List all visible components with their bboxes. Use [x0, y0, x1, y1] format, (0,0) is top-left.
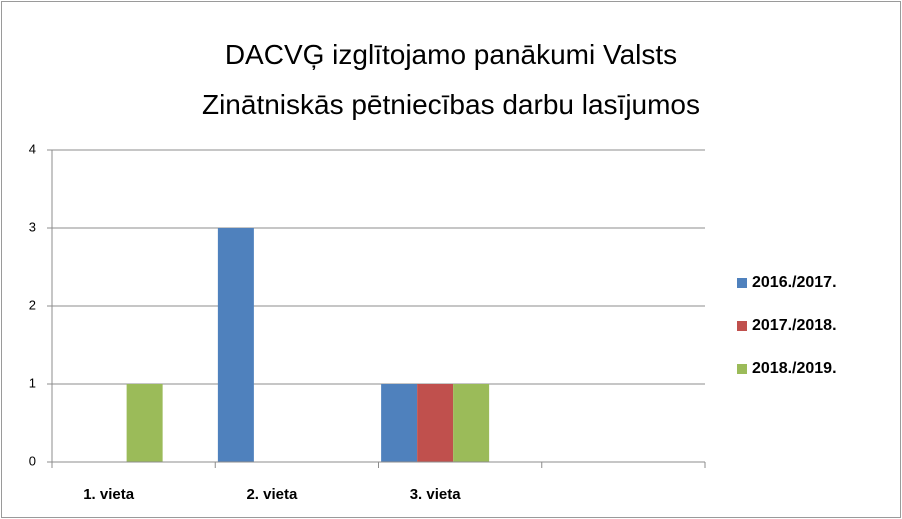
y-tick-label: 4 — [29, 141, 36, 156]
legend-swatch — [737, 364, 747, 374]
legend-label: 2016./2017. — [752, 274, 837, 291]
x-tick-label: 1. vieta — [83, 486, 135, 503]
legend-swatch — [737, 321, 747, 331]
x-tick-label: 3. vieta — [410, 486, 462, 503]
x-tick-label: 2. vieta — [246, 486, 298, 503]
bar — [381, 384, 418, 462]
chart-title: DACVĢ izglītojamo panākumi Valsts Zinātn… — [201, 39, 701, 120]
y-tick-label: 0 — [29, 453, 36, 468]
y-tick-label: 2 — [29, 297, 36, 312]
y-tick-label: 3 — [29, 219, 36, 234]
legend-swatch — [737, 278, 747, 288]
bar — [126, 384, 163, 462]
y-tick-label: 1 — [29, 375, 36, 390]
bar — [453, 384, 490, 462]
bar — [417, 384, 454, 462]
legend-label: 2018./2019. — [752, 360, 837, 377]
bar — [217, 228, 254, 462]
legend-label: 2017./2018. — [752, 317, 837, 334]
